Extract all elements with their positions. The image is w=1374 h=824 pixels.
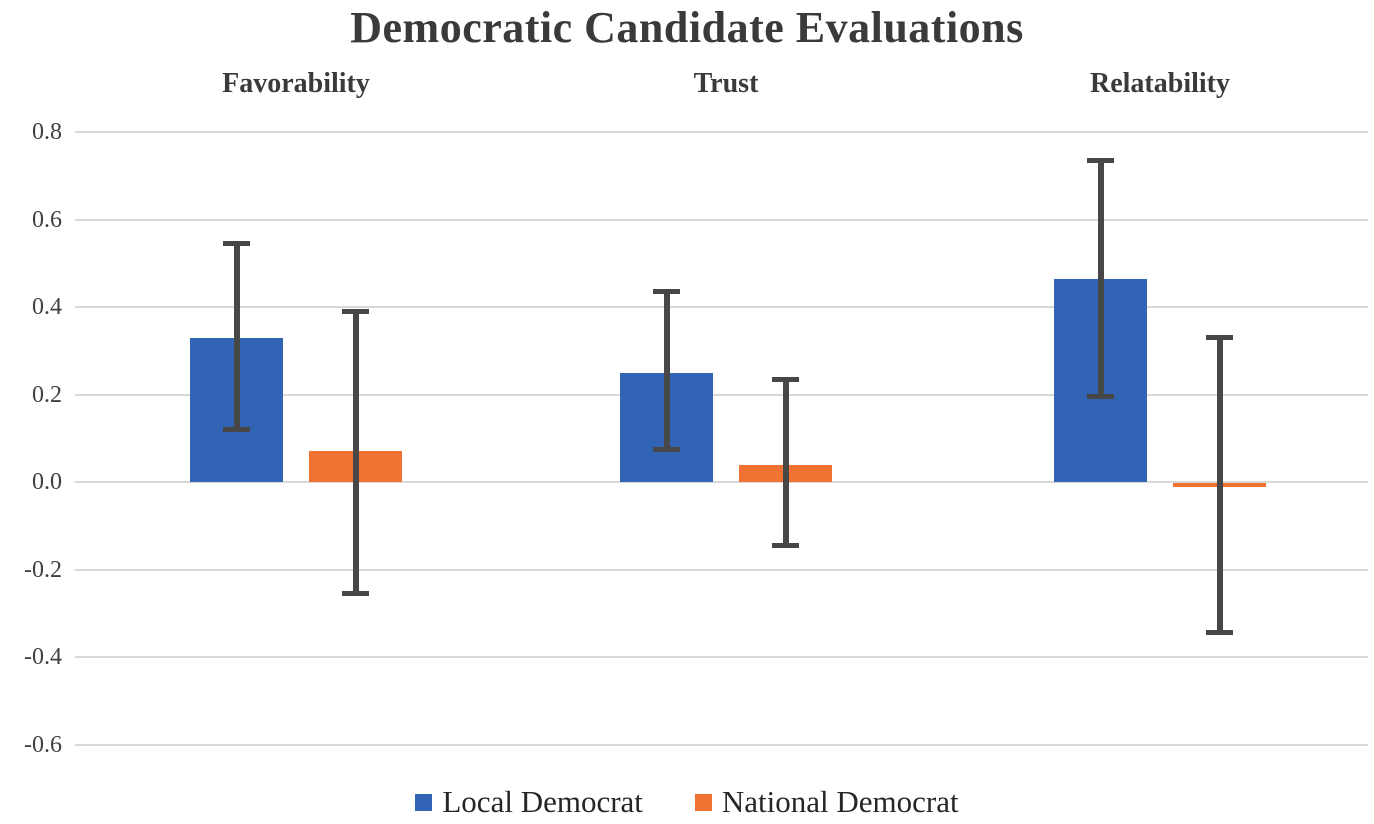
error-bar-national-democrat-favorability-cap-bottom xyxy=(342,591,369,597)
error-bar-national-democrat-favorability-cap-top xyxy=(342,308,369,314)
error-bar-local-democrat-trust-cap-bottom xyxy=(653,446,680,452)
y-axis-tick-label: -0.4 xyxy=(24,644,62,670)
error-bar-local-democrat-trust xyxy=(663,291,670,450)
error-bar-local-democrat-favorability-cap-bottom xyxy=(223,427,250,432)
error-bar-national-democrat-trust-cap-bottom xyxy=(772,542,799,548)
y-axis-tick-label: -0.2 xyxy=(24,556,62,583)
gridline-0.8 xyxy=(75,131,1368,133)
error-bar-national-democrat-favorability xyxy=(352,311,359,594)
category-label-relatability: Relatability xyxy=(1090,68,1230,99)
legend-swatch-local-democrat xyxy=(415,793,433,811)
legend-label-local-democrat: Local Democrat xyxy=(442,784,643,819)
error-bar-national-democrat-relatability-cap-top xyxy=(1206,335,1233,341)
error-bar-local-democrat-favorability xyxy=(233,243,240,430)
category-label-favorability: Favorability xyxy=(222,68,370,99)
y-axis-tick-label: -0.6 xyxy=(24,731,62,758)
gridline--0.2 xyxy=(75,568,1368,571)
chart-legend: Local Democrat National Democrat xyxy=(0,784,1374,820)
category-label-trust: Trust xyxy=(693,68,759,99)
y-axis-tick-label: 0.6 xyxy=(32,206,62,233)
gridline-0.0 xyxy=(75,481,1368,483)
chart-title: Democratic Candidate Evaluations xyxy=(350,3,1024,52)
error-bar-local-democrat-favorability-cap-top xyxy=(223,241,250,247)
legend-label-national-democrat: National Democrat xyxy=(721,784,959,819)
gridline-0.6 xyxy=(75,218,1368,221)
y-axis-tick-label: 0.2 xyxy=(32,381,62,408)
error-bar-national-democrat-trust xyxy=(782,379,789,546)
legend-item-national-democrat: National Democrat xyxy=(694,784,959,820)
gridline--0.4 xyxy=(75,656,1368,658)
error-bar-national-democrat-relatability-cap-bottom xyxy=(1206,630,1233,636)
error-bar-local-democrat-trust-cap-top xyxy=(653,289,680,295)
error-bar-local-democrat-relatability-cap-bottom xyxy=(1087,394,1114,400)
gridline--0.6 xyxy=(75,743,1368,746)
y-axis-tick-label: 0.0 xyxy=(32,469,62,495)
legend-swatch-national-democrat xyxy=(694,793,712,811)
y-axis-tick-label: 0.8 xyxy=(32,119,62,145)
error-bar-local-democrat-relatability-cap-top xyxy=(1087,157,1114,163)
error-bar-national-democrat-trust-cap-top xyxy=(772,376,799,382)
legend-item-local-democrat: Local Democrat xyxy=(415,784,643,820)
gridline-0.4 xyxy=(75,306,1368,308)
gridline-0.2 xyxy=(75,393,1368,396)
y-axis-tick-label: 0.4 xyxy=(32,294,62,320)
error-bar-local-democrat-relatability xyxy=(1097,160,1104,397)
error-bar-national-democrat-relatability xyxy=(1216,337,1223,633)
